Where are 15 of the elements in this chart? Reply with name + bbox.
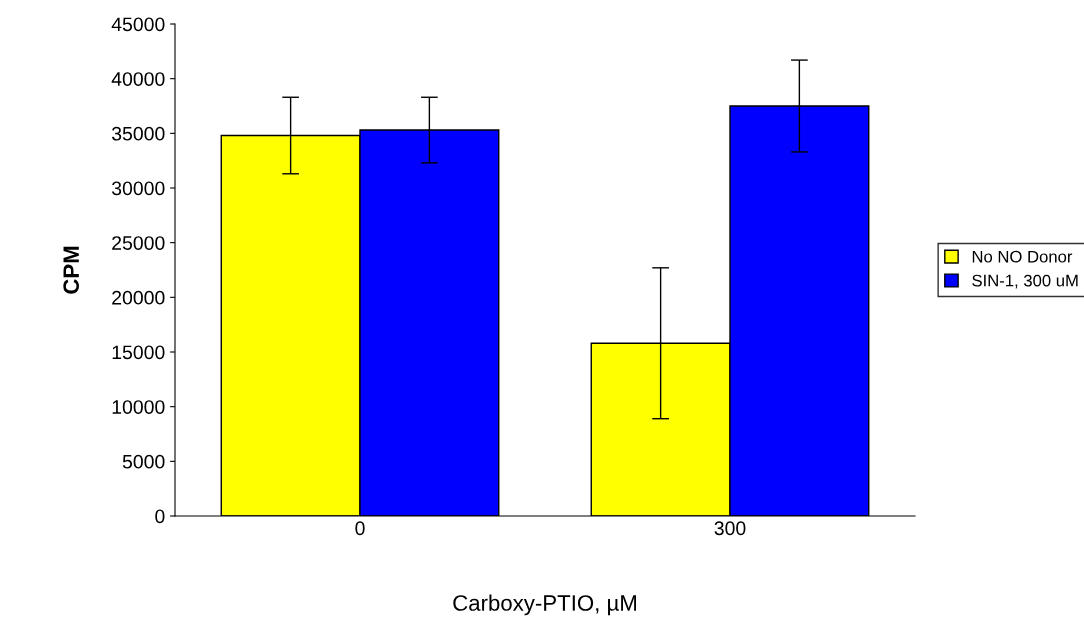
y-tick-label: 0 [155, 509, 165, 524]
y-tick-label: 40000 [111, 72, 165, 86]
y-tick-label: 20000 [112, 290, 165, 305]
legend-label: SIN-1, 300 uM [972, 274, 1078, 289]
y-tick-label: 45000 [111, 17, 165, 32]
y-tick-label: 30000 [111, 181, 165, 196]
y-tick-label: 15000 [112, 345, 165, 360]
legend-label: No NO Donor [972, 250, 1073, 263]
y-tick-label: 35000 [111, 126, 165, 141]
y-tick-label: 5000 [122, 454, 165, 469]
y-tick-label: 10000 [112, 400, 165, 414]
y-tick-label: 25000 [112, 236, 165, 250]
x-axis-title: Carboxy-PTIO, µM [453, 594, 637, 616]
y-axis-title: CPM [63, 246, 80, 294]
x-tick-label: 300 [714, 521, 746, 536]
